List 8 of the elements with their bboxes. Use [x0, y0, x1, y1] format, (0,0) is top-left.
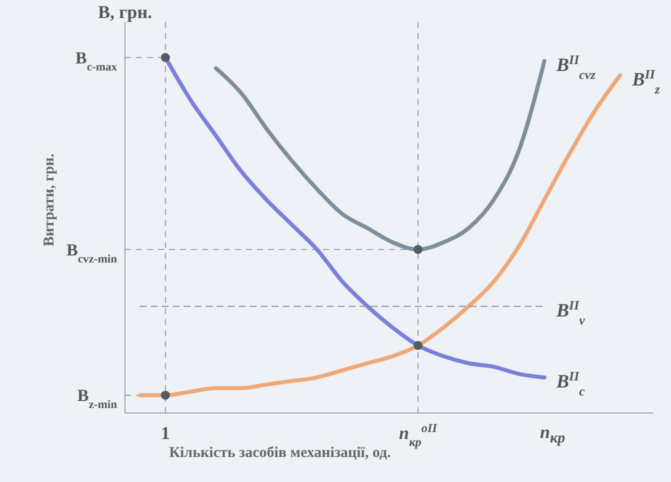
text: n$_{кр}$: [540, 422, 566, 448]
ref-line-label: B$_{c-max}$: [76, 48, 118, 74]
y-axis-title: Витрати, грн.: [42, 154, 58, 246]
text: B, грн.: [98, 2, 152, 23]
ref-line-label: B$_{z-min}$: [77, 386, 118, 411]
x-tick-label: 1: [160, 423, 170, 443]
ref-line-label: B$_{cvz-min}$: [66, 240, 118, 265]
x-axis-title: Кількість засобів механізації, од.: [169, 445, 391, 461]
